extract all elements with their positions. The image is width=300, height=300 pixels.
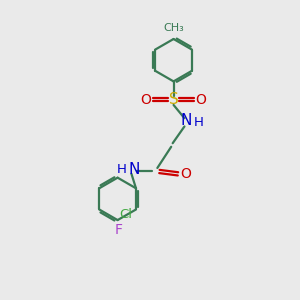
Text: H: H: [194, 116, 203, 129]
Text: S: S: [169, 92, 178, 107]
Text: H: H: [116, 163, 126, 176]
Text: N: N: [128, 162, 140, 177]
Text: O: O: [180, 167, 191, 181]
Text: O: O: [141, 93, 152, 106]
Text: F: F: [115, 224, 123, 237]
Text: Cl: Cl: [119, 208, 132, 221]
Text: CH₃: CH₃: [163, 23, 184, 33]
Text: O: O: [196, 93, 206, 106]
Text: N: N: [180, 113, 192, 128]
